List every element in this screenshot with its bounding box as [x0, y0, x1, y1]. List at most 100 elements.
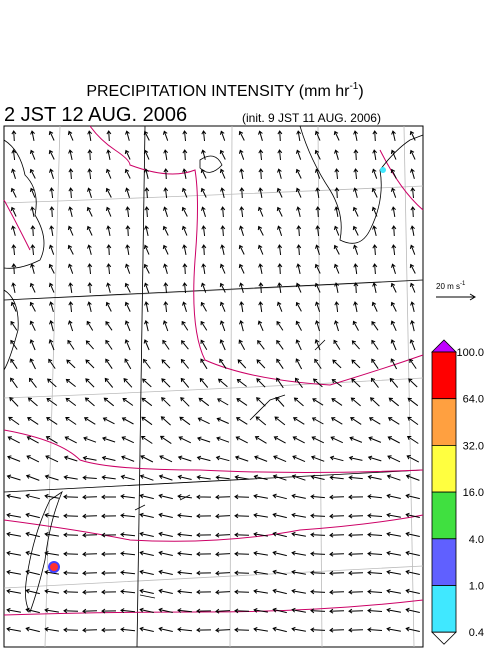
wind-arrow: [201, 149, 206, 160]
wind-arrow: [63, 532, 79, 538]
wind-arrow: [220, 206, 226, 218]
wind-arrow: [219, 130, 226, 141]
wind-arrow: [273, 436, 286, 444]
wind-arrow: [235, 417, 248, 425]
wind-arrow: [182, 263, 188, 275]
wind-arrow: [295, 320, 302, 331]
wind-arrow: [63, 474, 78, 480]
wind-arrow: [348, 589, 364, 595]
wind-arrow: [353, 168, 359, 180]
wind-arrow: [235, 436, 248, 444]
wind-arrow: [386, 512, 401, 518]
wind-arrow: [295, 168, 302, 179]
wind-arrow: [47, 378, 57, 388]
wind-arrow: [101, 589, 117, 595]
wind-arrow: [372, 244, 378, 256]
wind-arrow: [139, 512, 154, 518]
wind-arrow: [120, 474, 135, 481]
wind-arrow: [198, 397, 210, 407]
wind-arrow: [87, 263, 93, 275]
colorbar-label: 64.0: [463, 394, 484, 406]
wind-arrow: [25, 550, 40, 557]
wind-arrow: [391, 130, 396, 142]
wind-arrow: [220, 187, 225, 199]
wind-arrow: [310, 532, 326, 538]
wind-arrow: [86, 320, 94, 331]
wind-legend-label: 20 m s-1: [436, 281, 466, 291]
wind-arrow: [196, 608, 212, 614]
wind-arrow: [234, 513, 250, 519]
wind-arrow: [101, 455, 116, 461]
wind-arrow: [253, 550, 268, 556]
wind-arrow: [410, 187, 416, 199]
wind-arrow: [27, 417, 39, 425]
wind-arrow: [65, 378, 76, 387]
wind-arrow: [48, 149, 55, 160]
wind-arrow: [25, 569, 40, 576]
wind-arrow: [182, 282, 188, 294]
wind-arrow: [348, 551, 364, 557]
wind-arrow: [200, 168, 207, 179]
wind-arrow: [124, 282, 131, 293]
wind-arrow: [333, 130, 340, 141]
wind-arrow: [29, 149, 36, 160]
wind-arrow: [102, 436, 116, 443]
contour: [89, 125, 424, 386]
contour: [3, 149, 424, 251]
wind-arrow: [291, 588, 306, 594]
wind-arrow: [254, 436, 267, 444]
wind-arrow: [215, 589, 231, 595]
wind-arrow: [277, 263, 283, 275]
wind-arrow: [234, 532, 250, 538]
wind-arrow: [182, 168, 187, 179]
wind-arrow: [10, 187, 17, 198]
wind-arrow: [11, 130, 17, 142]
wind-arrow: [219, 149, 226, 160]
wind-arrow: [143, 358, 151, 369]
wind-arrow: [49, 225, 55, 236]
wind-arrow: [120, 513, 136, 518]
wind-arrow: [390, 282, 397, 293]
wind-arrow: [196, 589, 212, 595]
wind-arrow: [348, 627, 364, 633]
wind-arrow: [349, 436, 363, 443]
wind-arrow: [215, 551, 231, 557]
wind-arrow: [177, 474, 192, 480]
wind-arrow: [329, 455, 344, 462]
wind-arrow: [63, 513, 79, 519]
wind-arrow: [11, 168, 16, 179]
wind-arrow: [234, 494, 250, 500]
wind-arrow: [256, 359, 266, 369]
wind-arrow: [65, 417, 77, 425]
wind-arrow: [200, 339, 208, 350]
wind-arrow: [67, 263, 74, 274]
wind-arrow: [143, 149, 150, 160]
wind-arrow: [123, 378, 133, 388]
wind-arrow: [367, 589, 383, 595]
wind-arrow: [162, 130, 169, 141]
wind-arrow: [121, 417, 134, 425]
wind-arrow: [291, 626, 306, 632]
wind-arrow: [144, 301, 149, 313]
wind-arrow: [391, 244, 397, 256]
wind-arrow: [196, 570, 212, 576]
wind-arrow: [353, 263, 359, 275]
colorbar-label: 0.4: [469, 627, 484, 639]
wind-arrow: [196, 532, 212, 538]
wind-arrow: [334, 187, 340, 199]
wind-arrow: [144, 320, 149, 332]
wind-arrow: [348, 455, 363, 461]
wind-arrow: [407, 397, 419, 407]
wind-arrow: [238, 149, 245, 160]
wind-arrow: [163, 187, 169, 199]
wind-arrow: [200, 301, 207, 312]
wind-arrow: [179, 416, 191, 426]
wind-arrow: [334, 206, 339, 217]
wind-arrow: [331, 398, 343, 406]
colorbar-segment: [431, 444, 457, 493]
wind-arrow: [329, 551, 345, 557]
wind-arrow: [409, 263, 416, 274]
wind-arrow: [29, 339, 36, 351]
wind-arrow: [6, 569, 21, 575]
wind-arrow: [351, 359, 361, 369]
